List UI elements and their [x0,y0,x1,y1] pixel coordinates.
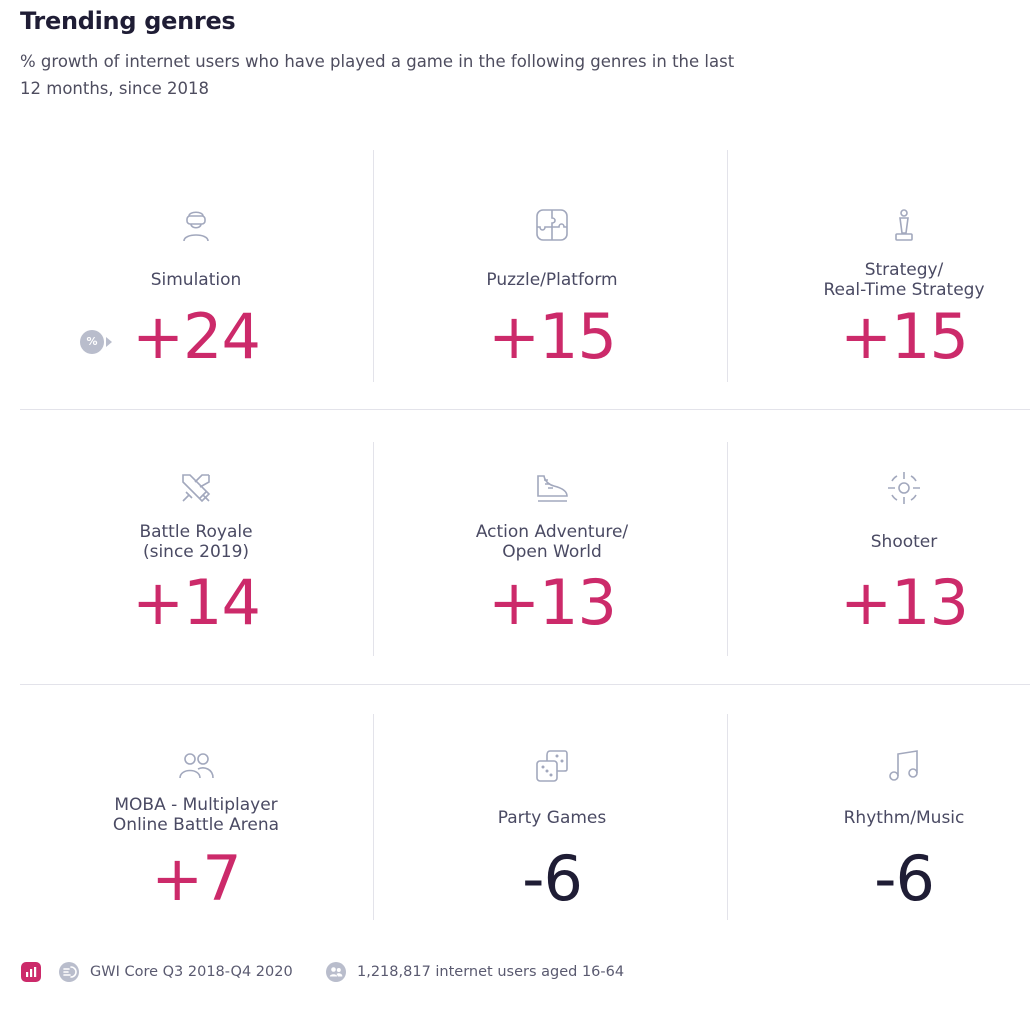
genre-label: Party Games [497,808,607,828]
crosshair-icon [884,468,924,508]
chess-piece-icon [884,205,924,245]
column-divider [373,442,374,656]
growth-value: +7 [151,842,241,915]
dice-icon [532,746,572,786]
genre-cell: Party Games -6 [376,0,728,940]
genre-cell: Battle Royale (since 2019) +14 [20,0,372,940]
footer-sample: 1,218,817 internet users aged 16-64 [325,960,725,984]
growth-value: -6 [874,842,935,915]
percent-icon: % [80,330,104,354]
column-divider [727,442,728,656]
growth-value: -6 [522,842,583,915]
column-divider [373,150,374,382]
audience-icon [325,961,347,983]
genre-cell: Rhythm/Music -6 [728,0,1030,940]
chart-badge-icon [20,961,42,983]
genre-label: MOBA - Multiplayer Online Battle Arena [112,795,280,835]
genre-cell: Strategy/ Real-Time Strategy +15 [728,0,1030,940]
genre-grid: Simulation +24 Puzzle/Platform +15 Strategy/… [20,0,1030,940]
row-divider [20,684,1030,685]
chart-title: Trending genres [20,7,236,35]
puzzle-icon [532,205,572,245]
footer: GWI Core Q3 2018-Q4 2020 1,218,817 inter… [20,960,1020,984]
genre-cell: Action Adventure/ Open World +13 [376,0,728,940]
column-divider [727,714,728,920]
column-divider [373,714,374,920]
column-divider [727,150,728,382]
genre-cell: MOBA - Multiplayer Online Battle Arena +7 [20,0,372,940]
users-icon [176,746,216,786]
genre-cell: Puzzle/Platform +15 [376,0,728,940]
sneaker-icon [532,468,572,508]
crossed-swords-icon [176,468,216,508]
genre-label: Strategy/ Real-Time Strategy [823,260,985,300]
genre-label: Battle Royale (since 2019) [139,522,253,562]
genre-cell: Simulation +24 [20,0,372,940]
genre-label: Rhythm/Music [843,808,965,828]
genre-label: Simulation [150,270,242,290]
music-note-icon [884,746,924,786]
chart-subtitle: % growth of internet users who have play… [20,52,735,98]
growth-value: +15 [840,300,969,373]
footer-source-text: GWI Core Q3 2018-Q4 2020 [90,964,293,980]
genre-label: Action Adventure/ Open World [475,522,629,562]
growth-value: +14 [132,566,261,639]
database-icon [58,961,80,983]
genre-label: Shooter [870,532,938,552]
growth-value: +13 [840,566,969,639]
vr-headset-icon [176,205,216,245]
badge-arrow-icon [106,337,112,347]
footer-sample-text: 1,218,817 internet users aged 16-64 [357,964,625,980]
growth-value: +13 [488,566,617,639]
genre-cell: Shooter +13 [728,0,1030,940]
footer-source: GWI Core Q3 2018-Q4 2020 [58,960,358,984]
growth-value: +15 [488,300,617,373]
percent-badge[interactable]: % [80,330,114,354]
growth-value: +24 [132,300,261,373]
genre-label: Puzzle/Platform [486,270,618,290]
row-divider [20,409,1030,410]
